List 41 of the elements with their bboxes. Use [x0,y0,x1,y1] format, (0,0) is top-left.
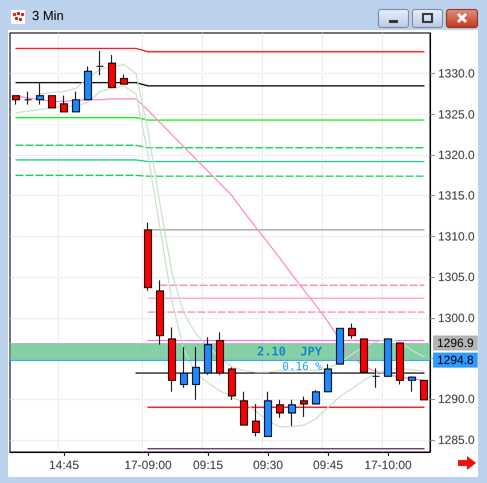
annotation: 0.16 % [282,360,322,374]
y-tick-label: 1305.0 [438,270,476,284]
y-tick-label: 1310.0 [438,229,476,244]
candlestick [300,396,308,418]
candlestick [348,322,356,340]
x-tick-label: 09:45 [312,458,344,472]
y-tick-label: 1320.0 [438,148,476,162]
candlestick [24,91,32,106]
candlestick [96,50,104,76]
y-tick-label: 1325.0 [438,107,476,122]
line-series [15,85,425,428]
band-label: 2.10 JPY [256,344,323,359]
candlestick [336,328,344,365]
y-tick-label: 1330.0 [438,66,476,81]
x-tick-label: 17-09:00 [124,458,172,472]
x-tick-label: 17-10:00 [364,458,412,472]
candlestick [276,399,284,418]
candlestick [252,404,260,438]
line-series [39,64,425,373]
candlestick [240,391,248,426]
ref-line-label: 1294.8 [437,353,474,368]
candlestick [312,390,320,404]
x-tick-label: 09:15 [192,458,224,472]
y-tick-label: 1285.0 [438,432,476,447]
y-tick-label: 1300.0 [438,310,476,325]
chart-title: 3 Min [32,8,64,23]
x-tick-label: 09:30 [252,458,284,472]
candlestick [60,95,68,112]
y-tick-label: 1290.0 [438,392,476,406]
x-tick-label: 14:45 [48,458,80,472]
y-tick-label: 1315.0 [438,188,476,203]
candlestick [156,280,164,346]
candlestick [144,222,152,292]
candlestick [288,399,296,426]
candlestick [264,391,272,438]
candlestick [72,91,80,112]
ref-line-label: 1296.9 [437,336,474,350]
candlestick [12,95,20,106]
candlestick [420,380,428,400]
candlestick [408,376,416,392]
candlestick [48,95,56,108]
